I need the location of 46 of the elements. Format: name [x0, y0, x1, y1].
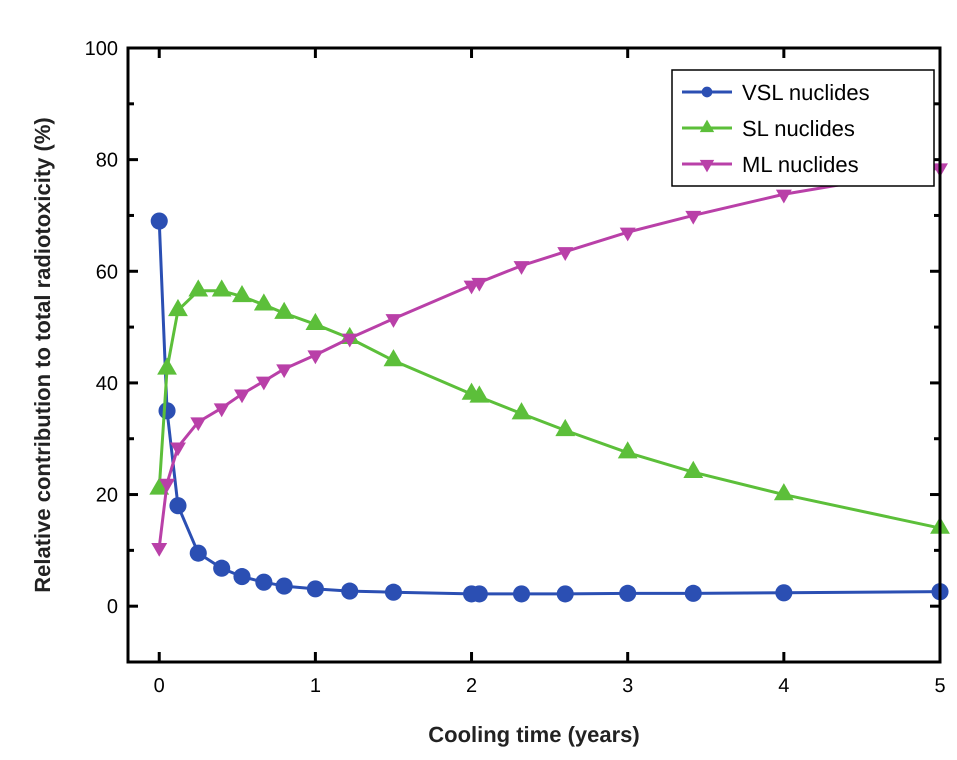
point [557, 247, 574, 261]
point [556, 585, 574, 602]
point [276, 364, 292, 378]
x-axis-title: Cooling time (years) [428, 722, 640, 747]
point [514, 261, 530, 275]
point [619, 584, 636, 602]
point [384, 584, 402, 601]
x-tick-label: 0 [154, 675, 165, 697]
point [776, 190, 792, 204]
legend-label: SL nuclides [742, 116, 855, 141]
point [190, 544, 207, 562]
point [233, 568, 251, 586]
point [169, 497, 187, 514]
point [385, 314, 402, 328]
point [684, 584, 702, 602]
legend-label: ML nuclides [742, 152, 859, 177]
point [512, 585, 530, 602]
x-tick-label: 3 [622, 675, 634, 697]
y-tick-label: 0 [106, 596, 118, 618]
point [341, 582, 358, 600]
y-tick-label: 60 [96, 261, 118, 284]
y-tick-label: 100 [84, 38, 118, 60]
point [342, 334, 358, 348]
point [307, 350, 324, 364]
point [214, 403, 230, 418]
y-tick-label: 80 [96, 150, 118, 172]
y-axis-title: Relative contribution to total radiotoxicity (%) [30, 117, 55, 593]
point [775, 584, 792, 602]
legend-label: VSL nuclides [742, 80, 870, 105]
point [276, 578, 293, 595]
point [306, 580, 324, 598]
point [471, 278, 488, 292]
x-tick-label: 4 [778, 675, 790, 697]
x-tick-label: 5 [934, 675, 946, 697]
point [256, 376, 272, 390]
point [620, 228, 636, 242]
point [255, 574, 272, 591]
point [213, 560, 230, 577]
y-tick-label: 40 [96, 372, 118, 395]
x-tick-label: 2 [466, 675, 478, 697]
x-tick-label: 1 [310, 675, 321, 697]
point [190, 417, 206, 432]
point [685, 210, 702, 225]
y-tick-label: 20 [96, 484, 118, 507]
point [234, 389, 250, 404]
point [170, 442, 186, 456]
